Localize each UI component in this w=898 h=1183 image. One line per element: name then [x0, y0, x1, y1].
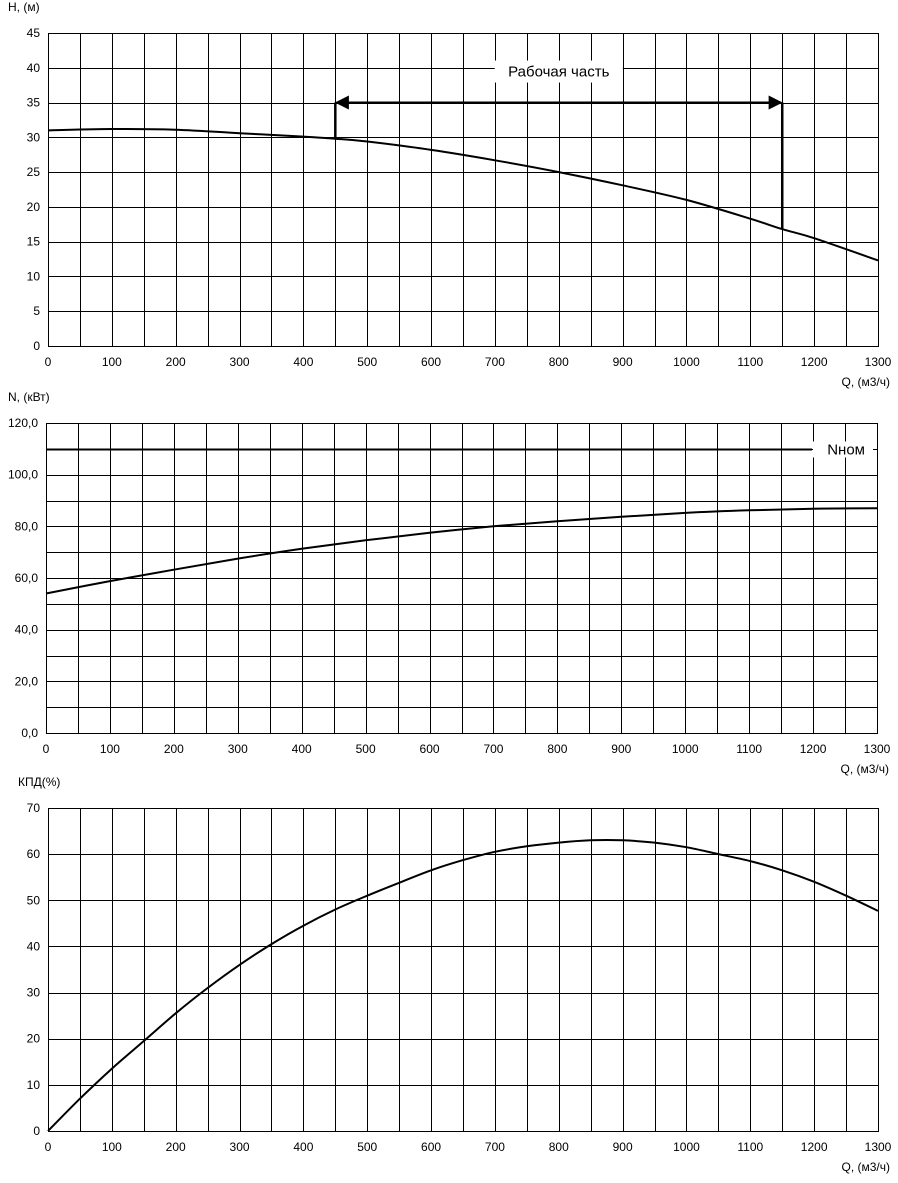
x-tick-label: 100: [100, 742, 120, 756]
y-tick-label: 0: [33, 1124, 40, 1138]
series-line-1: [45, 507, 878, 595]
series-line-1: [47, 127, 879, 262]
series-line-1: [47, 839, 879, 1132]
x-tick-label: 1300: [865, 1140, 892, 1154]
x-tick-label: 0: [45, 1140, 52, 1154]
y-tick-label: 100,0: [8, 468, 38, 482]
x-tick-label: 500: [356, 742, 376, 756]
x-tick-label: 900: [613, 1140, 633, 1154]
x-tick-label: 1000: [672, 742, 699, 756]
x-tick-label: 1100: [736, 742, 762, 756]
x-tick-label: 200: [164, 742, 184, 756]
x-tick-label: 800: [549, 1140, 569, 1154]
y-tick-label: 10: [27, 1078, 41, 1092]
y-tick-label: 20: [27, 200, 41, 214]
x-tick-label: 600: [420, 742, 440, 756]
nominal-label-bg: [813, 441, 873, 458]
x-tick-label: 800: [547, 742, 567, 756]
x-tick-label: 500: [357, 355, 377, 369]
y-tick-label: 45: [27, 26, 41, 40]
y-tick-label: 60,0: [15, 571, 39, 585]
x-axis-label: Q, (м3/ч): [840, 762, 889, 776]
x-tick-label: 600: [421, 1140, 441, 1154]
x-tick-label: 700: [485, 1140, 505, 1154]
y-tick-label: 40: [27, 939, 41, 953]
y-axis-label: КПД(%): [18, 775, 60, 789]
x-tick-label: 1300: [865, 355, 892, 369]
y-tick-label: 25: [27, 165, 41, 179]
y-tick-label: 40: [27, 61, 41, 75]
x-tick-label: 200: [166, 1140, 186, 1154]
x-tick-label: 1200: [800, 742, 827, 756]
plot-frame: [48, 808, 879, 1132]
x-tick-label: 700: [485, 355, 505, 369]
x-tick-label: 400: [293, 355, 313, 369]
plot-frame: [48, 33, 879, 347]
x-tick-label: 400: [293, 1140, 313, 1154]
x-tick-label: 1200: [801, 355, 828, 369]
x-tick-label: 1000: [673, 355, 700, 369]
y-tick-label: 120,0: [8, 416, 38, 430]
y-axis-label: H, (м): [8, 0, 40, 14]
x-tick-label: 600: [421, 355, 441, 369]
x-tick-label: 1300: [864, 742, 891, 756]
x-tick-label: 800: [549, 355, 569, 369]
y-tick-label: 20: [27, 1032, 41, 1046]
chart-3: 0 100 200 300 400 500 600 700 800 900 1000 1100 1200…: [18, 775, 892, 1174]
y-tick-label: 15: [27, 235, 41, 249]
y-tick-label: 5: [33, 304, 40, 318]
x-tick-label: 1100: [737, 1140, 763, 1154]
y-tick-label: 20,0: [15, 674, 39, 688]
x-axis-label: Q, (м3/ч): [841, 375, 890, 389]
x-tick-label: 700: [483, 742, 503, 756]
y-tick-label: 30: [27, 130, 41, 144]
x-tick-label: 300: [230, 355, 250, 369]
working-range-label: Рабочая часть: [508, 64, 609, 81]
y-tick-label: 50: [27, 893, 41, 907]
x-tick-label: 900: [613, 355, 633, 369]
x-tick-label: 1100: [737, 355, 763, 369]
x-tick-label: 0: [45, 355, 52, 369]
chart-1: 0 100 200 300 400 500 600 700 800 900 1000 1100 1200…: [8, 0, 892, 389]
y-tick-label: 35: [27, 96, 41, 110]
y-tick-label: 30: [27, 986, 41, 1000]
y-tick-label: 40,0: [15, 623, 39, 637]
x-tick-label: 100: [102, 1140, 122, 1154]
x-axis-label: Q, (м3/ч): [841, 1160, 890, 1174]
y-tick-label: 0,0: [21, 726, 38, 740]
x-tick-label: 400: [292, 742, 312, 756]
x-tick-label: 200: [166, 355, 186, 369]
y-tick-label: 10: [27, 269, 41, 283]
working-range-label-bg: [494, 60, 623, 83]
x-tick-label: 1000: [673, 1140, 700, 1154]
y-tick-label: 0: [33, 339, 40, 353]
chart-2: 0 100 200 300 400 500 600 700 800 900 1000 1100 1200…: [8, 390, 891, 776]
plot-frame: [46, 423, 878, 734]
x-tick-label: 900: [611, 742, 631, 756]
y-tick-label: 70: [27, 801, 41, 815]
x-tick-label: 500: [357, 1140, 377, 1154]
y-axis-label: N, (кВт): [8, 390, 50, 404]
x-tick-label: 1200: [801, 1140, 828, 1154]
x-tick-label: 0: [43, 742, 50, 756]
x-tick-label: 100: [102, 355, 122, 369]
x-tick-label: 300: [230, 1140, 250, 1154]
x-tick-label: 300: [228, 742, 248, 756]
nominal-power-label: Nном: [827, 442, 865, 459]
y-tick-label: 60: [27, 847, 41, 861]
y-tick-label: 80,0: [15, 519, 39, 533]
